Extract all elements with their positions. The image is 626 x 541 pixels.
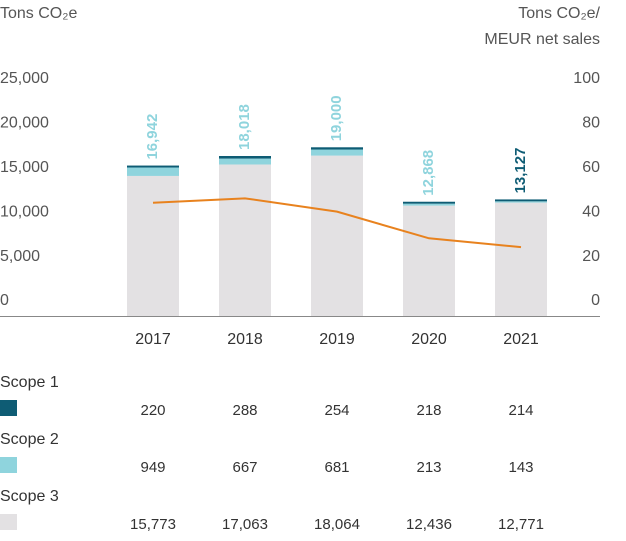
table-value: 15,773: [130, 516, 176, 533]
bar-segment: [219, 158, 271, 165]
table-value: 12,436: [406, 516, 452, 533]
bar-segment: [495, 199, 547, 202]
table-value: 288: [232, 402, 257, 419]
y2-axis-title: Tons CO₂e/: [518, 5, 600, 22]
table-value: 254: [324, 402, 349, 419]
bar-segment: [219, 156, 271, 159]
x-tick-label: 2017: [135, 331, 171, 348]
table-value: 12,771: [498, 516, 544, 533]
y2-tick-label: 60: [582, 159, 600, 176]
table-value: 220: [140, 402, 165, 419]
table-value: 218: [416, 402, 441, 419]
total-label: 16,942: [144, 114, 161, 160]
table-value: 213: [416, 459, 441, 476]
bar-segment: [127, 165, 179, 168]
intensity-line: [152, 197, 522, 249]
bar-segment: [219, 164, 271, 316]
legend-swatch: [0, 400, 17, 416]
legend-swatch: [0, 514, 17, 530]
bar-segment: [127, 167, 179, 176]
bar-segment: [403, 203, 455, 206]
legend-label: Scope 1: [0, 374, 59, 391]
total-label: 18,018: [236, 104, 253, 150]
table-value: 17,063: [222, 516, 268, 533]
bar-segment: [403, 201, 455, 204]
bar-segment: [495, 202, 547, 316]
bar-segment: [311, 147, 363, 150]
y2-tick-label: 40: [582, 203, 600, 220]
table-value: 667: [232, 459, 257, 476]
y-tick-label: 25,000: [0, 70, 49, 87]
bar-segment: [403, 205, 455, 316]
table-value: 18,064: [314, 516, 360, 533]
total-label: 19,000: [328, 95, 345, 141]
y-tick-label: 5,000: [0, 248, 40, 265]
y-tick-label: 10,000: [0, 203, 49, 220]
legend-swatch: [0, 457, 17, 473]
legend-label: Scope 2: [0, 431, 59, 448]
table-value: 681: [324, 459, 349, 476]
y2-tick-label: 20: [582, 248, 600, 265]
bar-segment: [311, 155, 363, 316]
bar-segment: [495, 201, 547, 203]
legend-label: Scope 3: [0, 488, 59, 505]
y2-axis-title: MEUR net sales: [484, 31, 600, 48]
x-tick-label: 2020: [411, 331, 447, 348]
y2-tick-label: 80: [582, 115, 600, 132]
y-tick-label: 0: [0, 292, 9, 309]
y-axis-title: Tons CO₂e: [0, 5, 77, 22]
table-value: 949: [140, 459, 165, 476]
total-label: 13,127: [512, 148, 529, 194]
table-value: 214: [508, 402, 533, 419]
y-tick-label: 15,000: [0, 159, 49, 176]
x-tick-label: 2021: [503, 331, 539, 348]
y2-tick-label: 100: [573, 70, 600, 87]
y-tick-label: 20,000: [0, 115, 49, 132]
bar-segment: [127, 175, 179, 316]
total-label: 12,868: [420, 150, 437, 196]
x-tick-label: 2018: [227, 331, 263, 348]
bar-segment: [311, 149, 363, 156]
y2-tick-label: 0: [591, 292, 600, 309]
table-value: 143: [508, 459, 533, 476]
x-tick-label: 2019: [319, 331, 355, 348]
